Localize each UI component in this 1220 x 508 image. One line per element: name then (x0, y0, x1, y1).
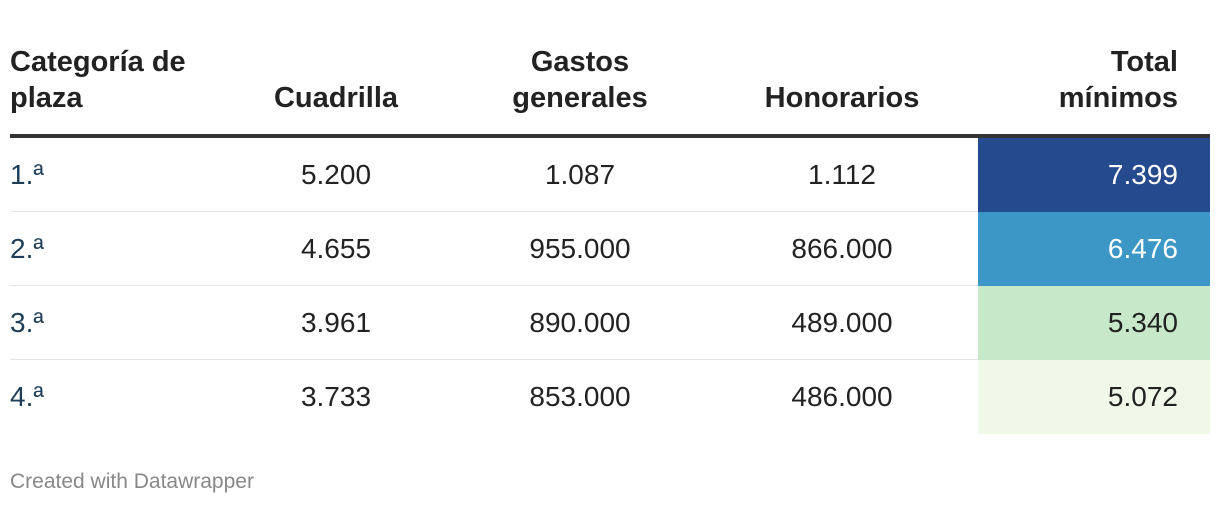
total-minimos-value: 6.476 (1107, 233, 1178, 264)
header-cuadrilla[interactable]: Cuadrilla (216, 80, 456, 116)
cuadrilla-cell: 5.200 (300, 159, 372, 190)
table-body: 1.ª 5.200 1.087 1.112 7.399 2.ª 4.655 955.000 86… (10, 138, 1210, 434)
categoria-cell: 3.ª (10, 307, 44, 338)
table-row: 1.ª 5.200 1.087 1.112 7.399 (10, 138, 1210, 212)
total-minimos-cell: 7.399 (978, 138, 1210, 212)
header-total-line1: Total (1110, 46, 1178, 78)
cuadrilla-cell: 3.733 (300, 381, 372, 412)
total-minimos-value: 5.072 (1107, 381, 1178, 412)
honorarios-cell: 489.000 (791, 307, 893, 338)
header-gastos-generales[interactable]: Gastos generales (460, 44, 700, 116)
header-categoria[interactable]: Categoría de plaza (10, 44, 186, 116)
categoria-cell: 1.ª (10, 159, 44, 190)
gastos-generales-cell: 890.000 (529, 307, 631, 338)
total-minimos-value: 5.340 (1107, 307, 1178, 338)
credit-footer[interactable]: Created with Datawrapper (10, 470, 254, 493)
table-row: 2.ª 4.655 955.000 866.000 6.476 (10, 212, 1210, 286)
header-total-minimos[interactable]: Total mínimos (1059, 44, 1178, 116)
categoria-cell: 4.ª (10, 381, 44, 412)
header-categoria-line2: plaza (10, 82, 83, 114)
gastos-generales-cell: 1.087 (544, 159, 616, 190)
table-row: 3.ª 3.961 890.000 489.000 5.340 (10, 286, 1210, 360)
honorarios-cell: 866.000 (791, 233, 893, 264)
header-honorarios-label: Honorarios (764, 82, 920, 114)
header-categoria-line1: Categoría de (10, 46, 186, 78)
categoria-cell: 2.ª (10, 233, 44, 264)
gastos-generales-cell: 853.000 (529, 381, 631, 412)
total-minimos-cell: 5.340 (978, 286, 1210, 360)
gastos-generales-cell: 955.000 (529, 233, 631, 264)
table-header: Categoría de plaza Cuadrilla Gastos gene… (10, 0, 1210, 138)
total-minimos-cell: 5.072 (978, 360, 1210, 434)
honorarios-cell: 1.112 (808, 159, 876, 190)
cuadrilla-cell: 3.961 (300, 307, 372, 338)
table-row: 4.ª 3.733 853.000 486.000 5.072 (10, 360, 1210, 434)
cuadrilla-cell: 4.655 (300, 233, 372, 264)
header-cuadrilla-label: Cuadrilla (273, 82, 399, 114)
total-minimos-cell: 6.476 (978, 212, 1210, 286)
total-minimos-value: 7.399 (1107, 159, 1178, 190)
header-honorarios[interactable]: Honorarios (722, 80, 962, 116)
header-total-line2: mínimos (1058, 82, 1178, 114)
header-gastos-line2: generales (512, 82, 648, 114)
honorarios-cell: 486.000 (791, 381, 893, 412)
data-table: Categoría de plaza Cuadrilla Gastos gene… (10, 0, 1210, 434)
header-gastos-line1: Gastos (530, 46, 630, 78)
